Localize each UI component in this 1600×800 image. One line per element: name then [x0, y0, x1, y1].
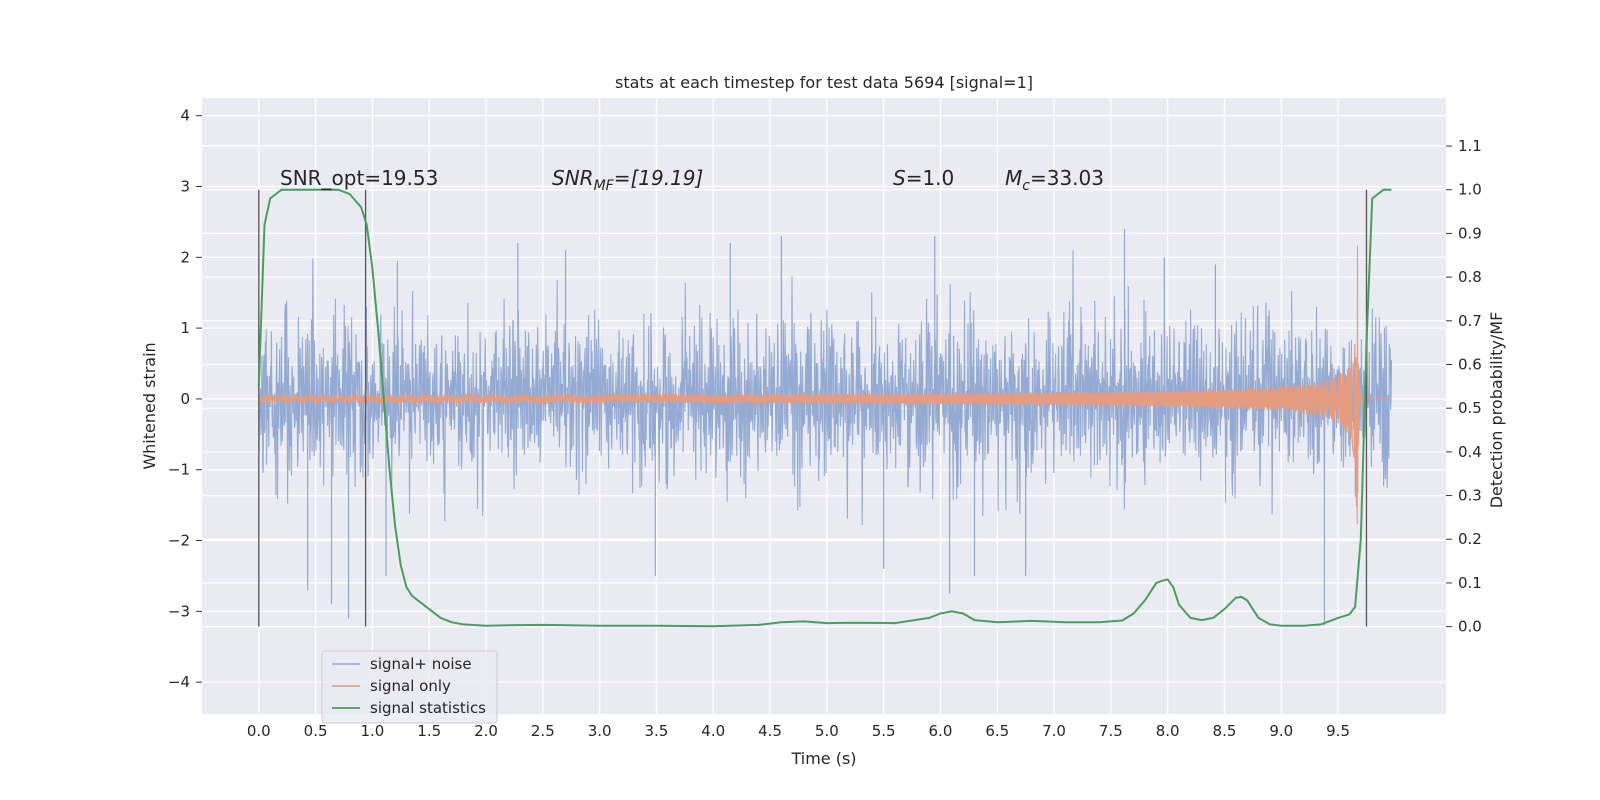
- annotation-s-value: =1.0: [906, 166, 955, 190]
- annotation-mc: Mc=33.03: [1005, 166, 1104, 194]
- x-axis-label: Time (s): [790, 749, 856, 768]
- x-tick-label: 4.5: [758, 722, 782, 740]
- y-tick-label: 3: [180, 178, 190, 196]
- vertical-markers: [258, 189, 1368, 627]
- x-tick-label: 3.5: [644, 722, 668, 740]
- legend-label-signal-statistics: signal statistics: [370, 699, 486, 717]
- x-tick-label: 7.5: [1099, 722, 1123, 740]
- x-tick-label: 7.0: [1042, 722, 1066, 740]
- x-tick-label: 8.0: [1156, 722, 1180, 740]
- y-right-tick-label: 0.3: [1458, 487, 1482, 505]
- y-right-axis-label: Detection probability/MF: [1487, 312, 1506, 509]
- series-signal-only: [258, 245, 1392, 524]
- y-tick-labels: −4 −3 −2 −1 0 1 2 3 4: [168, 107, 202, 691]
- x-tick-label: 1.5: [417, 722, 441, 740]
- annotation-snr-mf-value: =[19.19]: [614, 166, 704, 190]
- annotation-snr-mf-subscript: MF: [594, 178, 615, 194]
- annotation-mc-value: =33.03: [1030, 166, 1104, 190]
- y-tick-label: −4: [168, 673, 190, 691]
- y-right-tick-label: 0.4: [1458, 443, 1482, 461]
- x-tick-label: 5.5: [872, 722, 896, 740]
- legend-label-signal-only: signal only: [370, 677, 451, 695]
- series-line-signal-statistics: [257, 188, 1392, 628]
- x-tick-label: 4.0: [701, 722, 725, 740]
- legend: signal+ noise signal only signal statist…: [321, 650, 498, 724]
- y-tick-label: 1: [180, 319, 190, 337]
- x-tick-label: 9.5: [1326, 722, 1350, 740]
- x-tick-label: 6.0: [929, 722, 953, 740]
- x-tick-label: 2.0: [474, 722, 498, 740]
- y-right-tick-label: 0.9: [1458, 224, 1482, 242]
- x-tick-label: 2.5: [531, 722, 555, 740]
- y-right-tick-label: 0.1: [1458, 574, 1482, 592]
- x-tick-label: 6.5: [985, 722, 1009, 740]
- y-right-tick-label: 0.2: [1458, 530, 1482, 548]
- x-tick-label: 1.0: [360, 722, 384, 740]
- annotation-mc-symbol: M: [1005, 166, 1022, 190]
- y-tick-label: −1: [168, 461, 190, 479]
- x-tick-label: 8.5: [1213, 722, 1237, 740]
- annotation-snr-mf: SNRMF=[19.19]: [552, 166, 703, 194]
- annotation-snr-opt: SNR_opt=19.53: [280, 166, 438, 190]
- y-right-tick-labels: 0.0 0.1 0.2 0.3 0.4 0.5 0.6 0.7 0.8 0.9 1.0 1.1: [1446, 137, 1482, 636]
- annotation-snr-mf-symbol: SNR: [552, 166, 594, 190]
- annotation-s: S=1.0: [893, 166, 954, 190]
- x-tick-label: 3.0: [588, 722, 612, 740]
- series-signal-plus-noise: [258, 228, 1393, 626]
- series-line-signal-plus-noise: [258, 250, 1393, 526]
- y-tick-label: 0: [180, 390, 190, 408]
- y-tick-label: 2: [180, 248, 190, 266]
- x-tick-label: 9.0: [1269, 722, 1293, 740]
- chart-title: stats at each timestep for test data 569…: [615, 73, 1033, 92]
- y-right-tick-label: 0.6: [1458, 355, 1482, 373]
- y-axis-label: Whitened strain: [140, 342, 159, 469]
- y-right-tick-label: 0.5: [1458, 399, 1482, 417]
- series-line-signal-only: [258, 245, 1392, 524]
- x-tick-label: 0.0: [247, 722, 271, 740]
- series-signal-statistics: [257, 188, 1392, 628]
- annotation-mc-subscript: c: [1022, 178, 1030, 194]
- y-right-tick-label: 1.1: [1458, 137, 1482, 155]
- legend-box: [321, 650, 498, 724]
- y-right-tick-label: 1.0: [1458, 181, 1482, 199]
- y-right-tick-label: 0.0: [1458, 618, 1482, 636]
- x-tick-label: 5.0: [815, 722, 839, 740]
- y-right-tick-label: 0.7: [1458, 312, 1482, 330]
- x-tick-label: 0.5: [304, 722, 328, 740]
- y-tick-label: 4: [180, 107, 190, 125]
- y-tick-label: −3: [168, 602, 190, 620]
- annotation-s-symbol: S: [893, 166, 906, 190]
- x-tick-labels: 0.0 0.5 1.0 1.5 2.0 2.5 3.0 3.5 4.0 4.5 5.0 5.5 6.0 6…: [247, 722, 1350, 740]
- legend-label-signal-plus-noise: signal+ noise: [370, 655, 472, 673]
- y-tick-label: −2: [168, 532, 190, 550]
- y-right-tick-label: 0.8: [1458, 268, 1482, 286]
